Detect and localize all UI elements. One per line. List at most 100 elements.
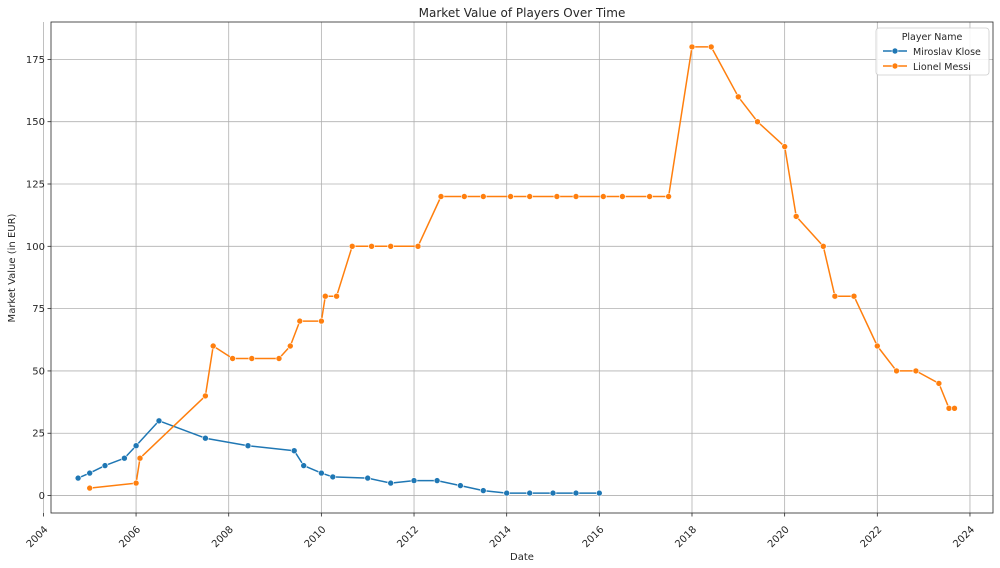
data-point-lionel-messi [646, 193, 653, 200]
data-point-lionel-messi [754, 118, 761, 125]
axes: 0 25 50 75 100 125 150 175 2004 2006 2008 2010 2012 2… [25, 55, 977, 550]
x-tick-label: 2014 [488, 524, 514, 550]
data-point-lionel-messi [414, 243, 422, 250]
data-point-lionel-messi [132, 479, 140, 487]
data-point-lionel-messi [202, 392, 209, 400]
data-point-lionel-messi [136, 454, 144, 462]
x-tick-label: 2024 [951, 524, 977, 550]
data-point-lionel-messi [665, 193, 672, 200]
grid [43, 22, 993, 513]
series-line-miroslav-klose [77, 420, 600, 494]
x-tick-label: 2008 [210, 524, 236, 550]
data-point-lionel-messi [734, 93, 742, 101]
data-point-miroslav-klose [300, 462, 308, 469]
y-tick-label: 75 [32, 304, 45, 315]
legend-box [875, 27, 990, 76]
legend-marker-messi [891, 62, 899, 70]
y-tick-label: 175 [26, 55, 45, 66]
plot-frame [50, 21, 994, 514]
x-tick-label: 2016 [581, 524, 607, 550]
series-layer [74, 43, 958, 497]
data-point-lionel-messi [819, 243, 827, 250]
chart-title: Market Value of Players Over Time [419, 6, 626, 20]
data-point-lionel-messi [209, 342, 217, 350]
data-point-miroslav-klose [503, 489, 511, 497]
data-point-lionel-messi [619, 193, 626, 200]
y-tick-label: 125 [26, 180, 45, 191]
x-tick-label: 2020 [766, 524, 792, 550]
data-point-lionel-messi [460, 193, 468, 200]
data-point-lionel-messi [526, 193, 534, 200]
data-point-miroslav-klose [202, 434, 209, 442]
x-tick-label: 2022 [859, 524, 885, 550]
data-point-lionel-messi [275, 355, 283, 362]
data-point-miroslav-klose [86, 469, 93, 477]
data-point-lionel-messi [951, 404, 958, 412]
data-point-lionel-messi [893, 367, 900, 375]
data-point-lionel-messi [286, 342, 294, 350]
legend-title: Player Name [902, 32, 963, 43]
data-point-miroslav-klose [318, 469, 325, 477]
data-point-miroslav-klose [595, 489, 603, 497]
legend-label-klose: Miroslav Klose [913, 47, 981, 58]
data-point-lionel-messi [229, 355, 236, 362]
series-line-lionel-messi [89, 46, 955, 489]
data-point-miroslav-klose [121, 454, 128, 462]
data-point-lionel-messi [507, 193, 514, 200]
x-axis-title: Date [510, 552, 534, 563]
data-point-miroslav-klose [479, 487, 487, 494]
data-point-lionel-messi [873, 342, 881, 350]
x-tick-label: 2006 [117, 524, 143, 550]
x-tick-label: 2004 [25, 524, 51, 550]
data-point-lionel-messi [781, 143, 789, 150]
data-point-lionel-messi [248, 355, 256, 362]
data-point-lionel-messi [333, 292, 340, 300]
data-point-lionel-messi [479, 193, 487, 200]
data-point-miroslav-klose [410, 477, 418, 484]
data-point-miroslav-klose [364, 474, 372, 482]
legend: Player Name Miroslav Klose Lionel Messi [875, 27, 990, 76]
legend-marker-klose [891, 47, 899, 55]
data-point-lionel-messi [850, 292, 858, 300]
data-point-lionel-messi [688, 43, 696, 51]
x-tick-label: 2018 [673, 524, 699, 550]
data-point-lionel-messi [437, 193, 445, 200]
y-tick-label: 100 [26, 242, 45, 253]
data-point-miroslav-klose [132, 442, 140, 450]
data-point-miroslav-klose [549, 489, 557, 497]
legend-label-messi: Lionel Messi [913, 62, 971, 73]
y-tick-label: 50 [32, 366, 45, 377]
x-tick-label: 2012 [395, 524, 421, 550]
y-tick-label: 0 [39, 491, 45, 502]
data-point-miroslav-klose [572, 489, 580, 497]
data-point-lionel-messi [572, 193, 580, 200]
data-point-miroslav-klose [387, 479, 395, 487]
data-point-miroslav-klose [74, 474, 82, 482]
data-point-lionel-messi [296, 317, 304, 325]
data-point-lionel-messi [707, 43, 715, 51]
data-point-miroslav-klose [433, 477, 441, 484]
y-axis-title: Market Value (in EUR) [7, 213, 18, 322]
x-tick-label: 2010 [303, 524, 329, 550]
data-point-lionel-messi [945, 404, 953, 412]
data-point-lionel-messi [831, 292, 839, 300]
data-point-lionel-messi [86, 484, 93, 492]
data-point-miroslav-klose [101, 462, 109, 469]
data-point-miroslav-klose [244, 442, 252, 450]
data-point-miroslav-klose [155, 417, 163, 425]
data-point-miroslav-klose [457, 482, 464, 489]
y-tick-label: 25 [32, 429, 45, 440]
data-point-lionel-messi [368, 243, 375, 250]
data-point-miroslav-klose [526, 489, 534, 497]
data-point-lionel-messi [348, 243, 356, 250]
data-point-lionel-messi [387, 243, 395, 250]
data-point-lionel-messi [553, 193, 561, 200]
data-point-lionel-messi [321, 292, 329, 300]
data-point-lionel-messi [318, 317, 325, 325]
data-point-miroslav-klose [290, 447, 298, 455]
data-point-lionel-messi [792, 213, 800, 220]
data-point-lionel-messi [912, 367, 920, 375]
y-tick-label: 150 [26, 117, 45, 128]
